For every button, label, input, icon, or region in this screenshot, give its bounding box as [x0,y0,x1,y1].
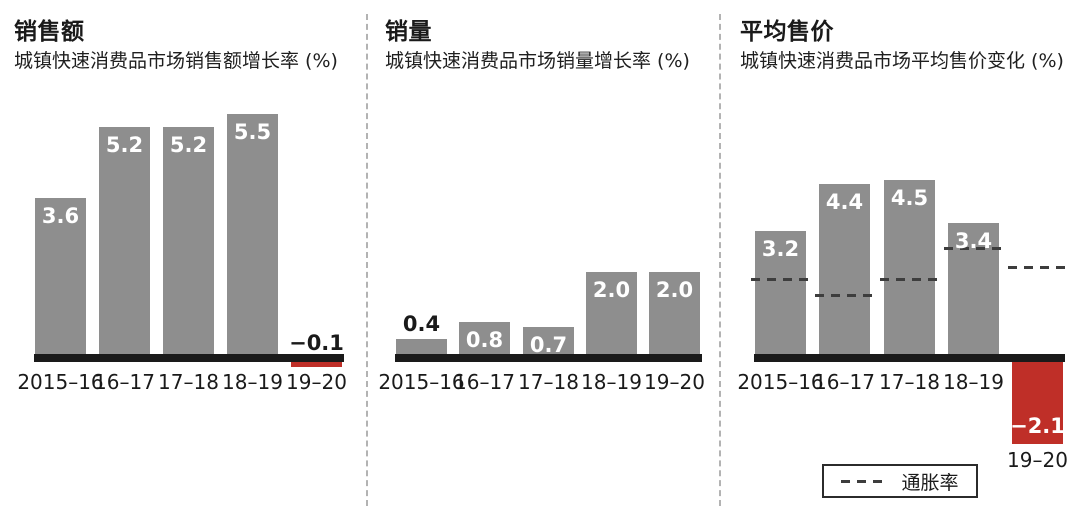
bar [755,231,806,358]
bar [884,180,935,358]
x-tick-label: 16–17 [94,370,155,394]
inflation-dash-segment [815,294,874,297]
x-tick-label: 16–17 [814,370,875,394]
bar-value-label: −0.1 [289,331,344,355]
bar-value-label: 4.5 [890,186,929,210]
inflation-dash-segment [880,278,939,281]
dashed-line-icon [841,479,890,483]
bar-value-label: 2.0 [655,278,694,302]
chart1-title: 销售额 [14,19,85,45]
chart3-subtitle: 城镇快速消费品市场平均售价变化 (%) [740,50,1064,72]
bar-value-label: 5.2 [169,133,208,157]
x-axis [34,354,344,362]
x-tick-label: 16–17 [454,370,515,394]
x-tick-label: 18–19 [222,370,283,394]
x-tick-label: 18–19 [943,370,1004,394]
bar [163,127,214,358]
bar-negative [291,360,342,367]
x-tick-label: 17–18 [879,370,940,394]
inflation-legend: 通胀率 [822,464,978,498]
bar [99,127,150,358]
chart2-subtitle: 城镇快速消费品市场销量增长率 (%) [385,50,690,72]
bar [459,322,510,358]
x-tick-label: 2015–16 [378,370,465,394]
bar [35,198,86,358]
bar-value-label: 4.4 [825,190,864,214]
bar-value-label: 0.8 [465,328,504,352]
x-tick-label: 2015–16 [17,370,104,394]
bar-value-label: 0.4 [402,312,441,336]
x-tick-label: 18–19 [581,370,642,394]
bar-negative [1012,360,1063,444]
bar-value-label: 2.0 [592,278,631,302]
x-tick-label: 17–18 [518,370,579,394]
bar-value-label: 0.7 [529,333,568,357]
bar-value-label: 3.6 [41,204,80,228]
bar-value-label: 5.5 [233,120,272,144]
chart2-title: 销量 [385,19,432,45]
bar-value-label: −2.1 [1010,414,1065,438]
x-tick-label: 17–18 [158,370,219,394]
inflation-dash-segment [1008,266,1067,269]
bar [819,184,870,358]
panel-divider [719,14,721,506]
bar [227,114,278,358]
bar-value-label: 5.2 [105,133,144,157]
bar-value-label: 3.4 [954,229,993,253]
inflation-dash-segment [944,247,1003,250]
bar [396,339,447,358]
x-tick-label: 2015–16 [737,370,824,394]
chart3-title: 平均售价 [740,19,834,45]
bar [649,272,700,358]
x-tick-label: 19–20 [1007,448,1068,472]
panel-divider [366,14,368,506]
x-tick-label: 19–20 [286,370,347,394]
bar-value-label: 3.2 [761,237,800,261]
bar [586,272,637,358]
x-axis [395,354,702,362]
chart1-subtitle: 城镇快速消费品市场销售额增长率 (%) [14,50,338,72]
bar [523,327,574,358]
inflation-dash-segment [751,278,810,281]
x-axis [754,354,1065,362]
bar [948,223,999,358]
legend-label: 通胀率 [901,471,959,494]
x-tick-label: 19–20 [644,370,705,394]
